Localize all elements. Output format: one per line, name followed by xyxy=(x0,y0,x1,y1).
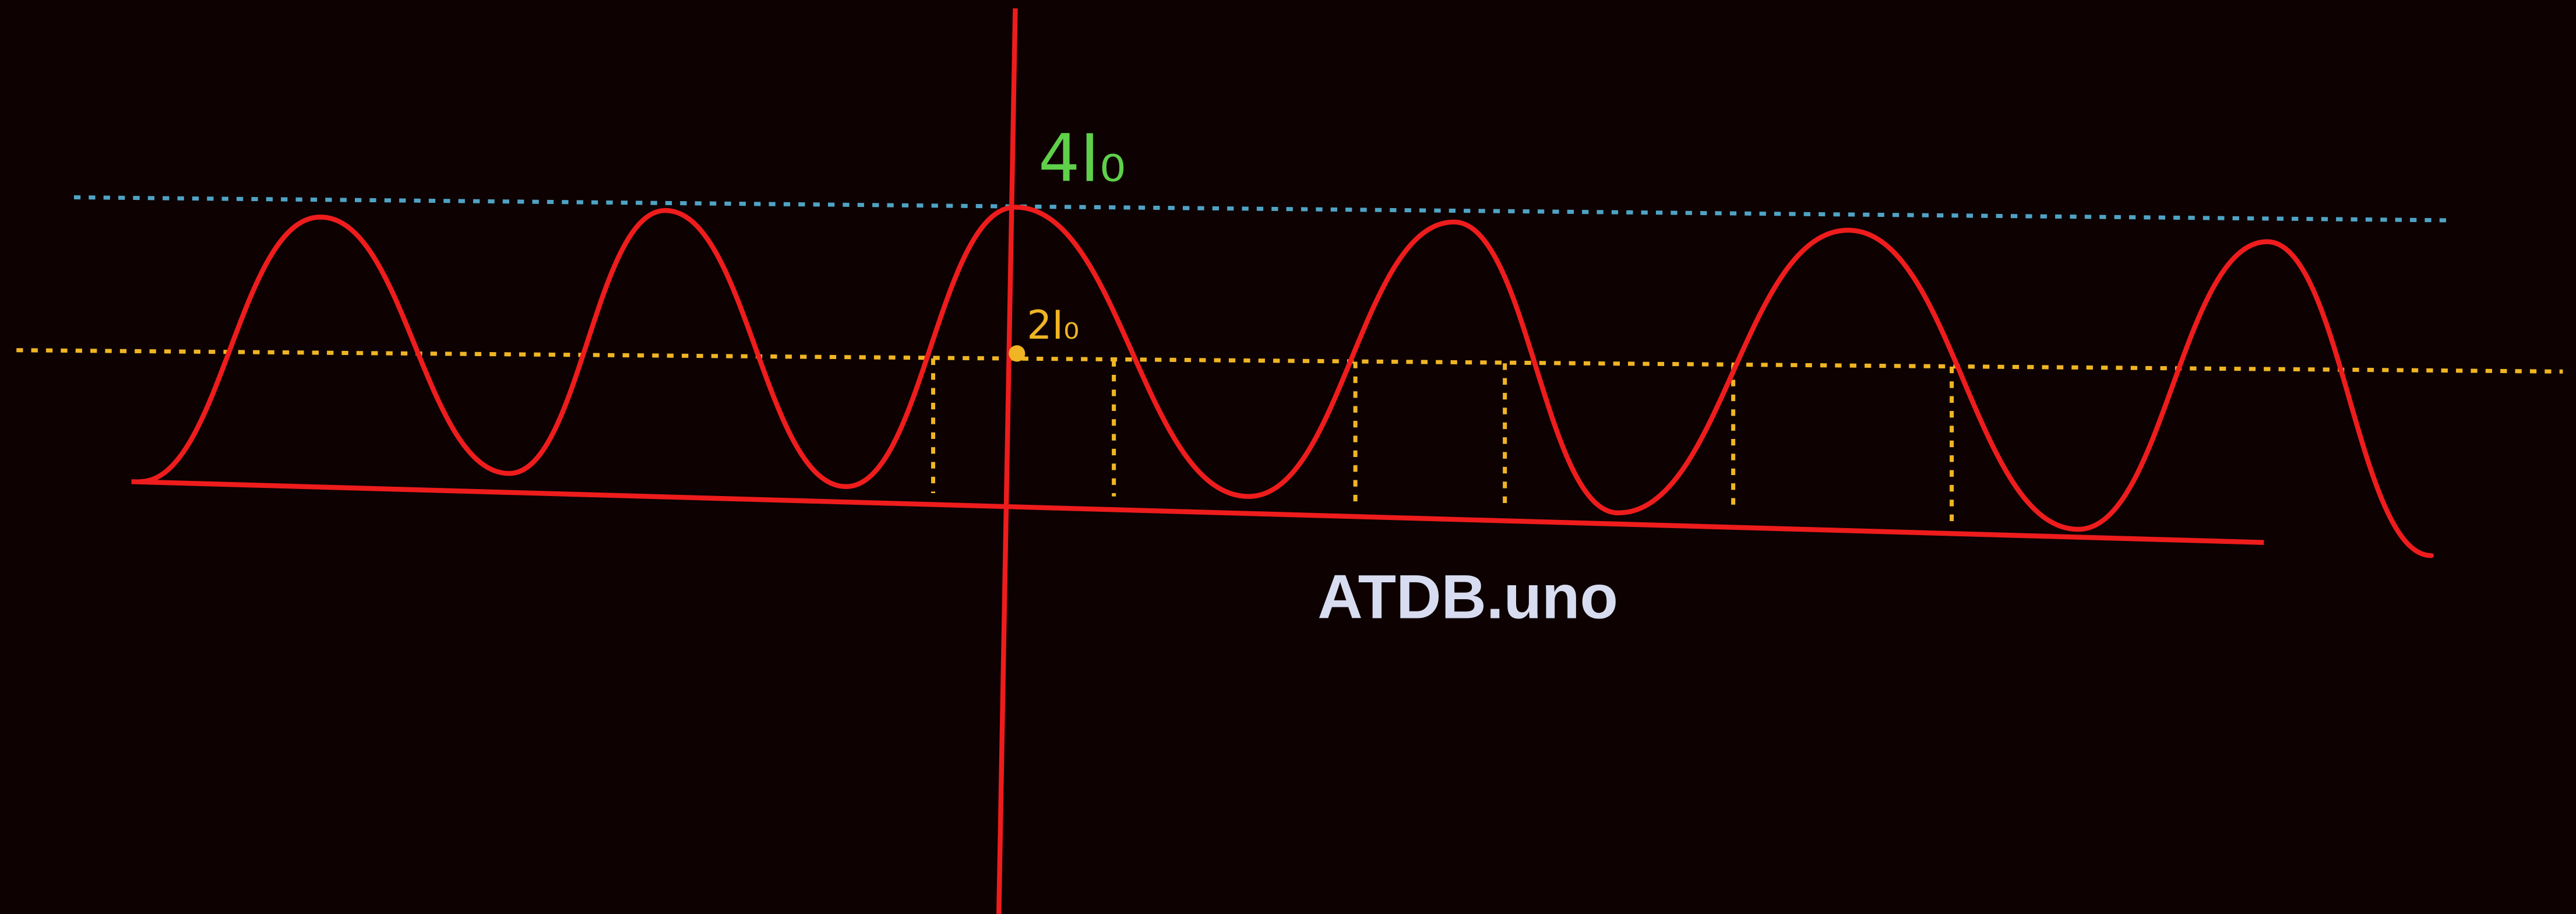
max-label: 4I₀ xyxy=(1038,119,1126,196)
mid-label: 2I₀ xyxy=(1027,302,1079,348)
diagram: 4I₀ 2I₀ ATDB.uno xyxy=(0,0,2576,914)
watermark: ATDB.uno xyxy=(1317,561,1618,631)
background xyxy=(0,0,2576,914)
page: 4I₀ 2I₀ ATDB.uno (() => { const data = J… xyxy=(0,0,2576,914)
mid-point xyxy=(1009,345,1025,361)
